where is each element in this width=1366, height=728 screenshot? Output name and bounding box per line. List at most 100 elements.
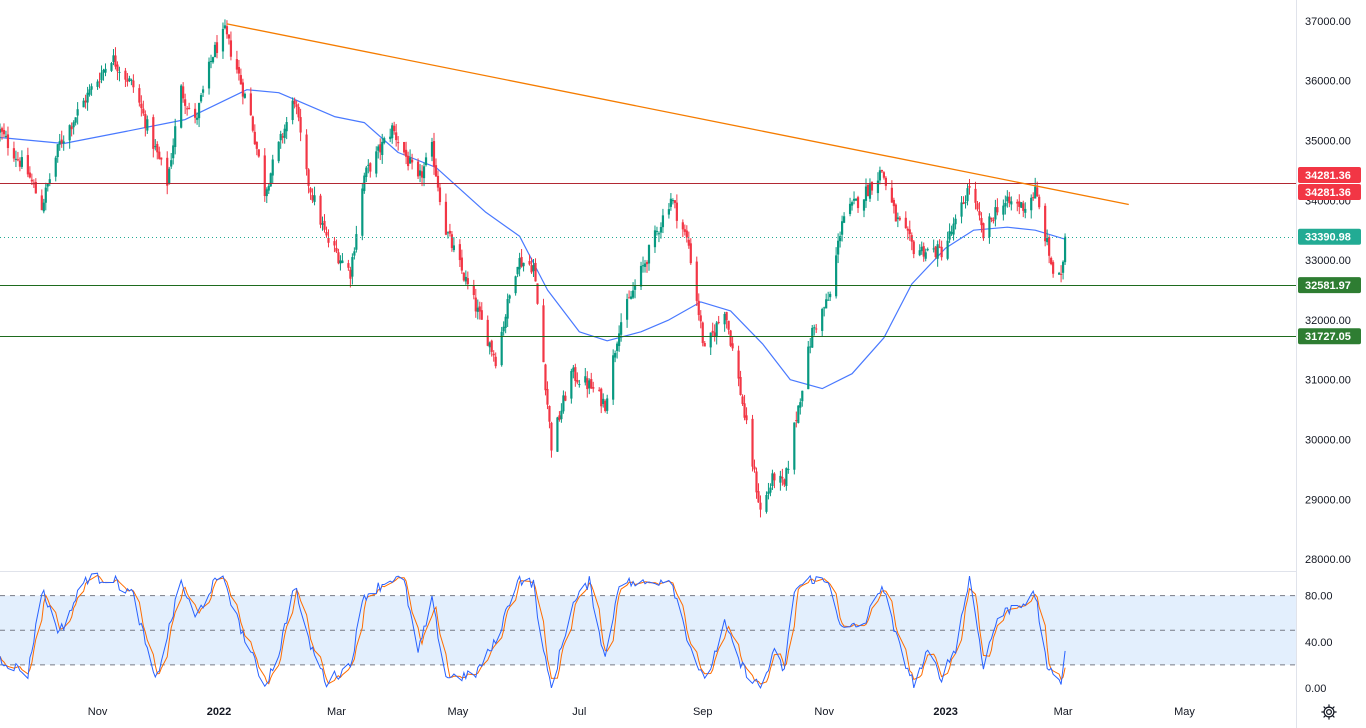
candle-body — [377, 146, 380, 151]
candle-body — [446, 232, 450, 234]
candle-body — [522, 262, 525, 267]
candle-body — [729, 330, 732, 346]
candle-body — [337, 252, 340, 264]
candle-body — [631, 290, 635, 298]
price-tick-label: 35000.00 — [1305, 136, 1351, 148]
candle-body — [751, 418, 754, 467]
candle-body — [667, 209, 671, 215]
candle-body — [381, 141, 384, 155]
candle-body — [518, 258, 521, 270]
candle-body — [309, 188, 312, 193]
candle-body — [964, 202, 967, 204]
candle-body — [852, 198, 856, 201]
candle-body — [586, 378, 589, 390]
candle-body — [311, 195, 314, 201]
oscillator-tick-label: 0.00 — [1305, 683, 1326, 695]
candle-body — [293, 100, 296, 105]
candle-body — [548, 406, 551, 422]
candle-body — [1036, 187, 1039, 197]
candle-body — [285, 122, 288, 132]
price-tick-label: 32000.00 — [1305, 315, 1351, 327]
candle-body — [480, 310, 483, 320]
candle-body — [492, 353, 495, 356]
candle-body — [180, 85, 183, 128]
candle-body — [255, 141, 258, 149]
candle-body — [528, 261, 531, 265]
candle-body — [854, 198, 858, 201]
candle-body — [823, 307, 826, 309]
candle-body — [542, 305, 545, 363]
candle-body — [655, 230, 659, 232]
candle-body — [34, 181, 37, 194]
candle-body — [118, 71, 121, 73]
candle-body — [44, 187, 47, 203]
candle-body — [960, 202, 963, 217]
candle-body — [645, 262, 649, 265]
candle-body — [365, 167, 368, 178]
candle-body — [839, 236, 842, 242]
candle-body — [793, 422, 796, 470]
candle-body — [625, 298, 629, 320]
candle-body — [711, 330, 714, 333]
candle-body — [474, 297, 477, 312]
candle-body — [1044, 205, 1047, 242]
candle-body — [864, 186, 868, 201]
candle-body — [534, 262, 537, 282]
candle-body — [12, 148, 16, 159]
candle-body — [235, 59, 239, 70]
candle-body — [807, 346, 810, 390]
candle-body — [1022, 203, 1025, 211]
candle-body — [249, 93, 252, 116]
candle-body — [841, 221, 844, 235]
candle-body — [0, 129, 2, 133]
horizontal-levels-group — [0, 183, 1296, 337]
candle-body — [355, 234, 358, 250]
candle-body — [130, 79, 133, 81]
candle-body — [932, 248, 935, 250]
candle-body — [195, 117, 199, 120]
candle-body — [458, 244, 461, 261]
candle-body — [223, 25, 227, 29]
candle-body — [737, 350, 740, 379]
candle-body — [880, 169, 884, 172]
candle-body — [325, 231, 328, 236]
candle-body — [842, 216, 846, 223]
candle-body — [725, 312, 728, 321]
candle-body — [221, 28, 225, 52]
time-tick-label: Sep — [693, 706, 713, 718]
candle-body — [948, 231, 951, 240]
candle-body — [550, 422, 553, 451]
candle-body — [783, 479, 786, 485]
candle-body — [410, 159, 414, 163]
candle-body — [229, 40, 233, 57]
oscillator-band-group — [0, 595, 1296, 666]
price-tick-label: 33000.00 — [1305, 255, 1351, 267]
candle-body — [759, 502, 762, 510]
candle-body — [84, 100, 87, 103]
candle-body — [407, 155, 410, 167]
candle-body — [227, 34, 231, 39]
candle-body — [685, 230, 688, 238]
candle-body — [269, 173, 272, 187]
candle-body — [757, 491, 760, 503]
candle-body — [201, 89, 205, 93]
gear-icon[interactable] — [1320, 703, 1338, 721]
candle-body — [438, 187, 442, 202]
candle-body — [815, 328, 818, 330]
candle-body — [976, 203, 979, 210]
candle-body — [339, 260, 342, 264]
candle-body — [813, 327, 816, 329]
candle-body — [988, 216, 991, 237]
candle-body — [68, 125, 71, 141]
candle-body — [779, 475, 782, 483]
candle-body — [98, 81, 101, 83]
candle-body — [452, 245, 455, 251]
candle-body — [669, 198, 672, 207]
candle-body — [699, 315, 702, 322]
candle-body — [42, 202, 45, 212]
candle-body — [349, 269, 352, 279]
candle-body — [767, 491, 770, 495]
candle-body — [799, 402, 802, 408]
candle-body — [713, 332, 716, 337]
